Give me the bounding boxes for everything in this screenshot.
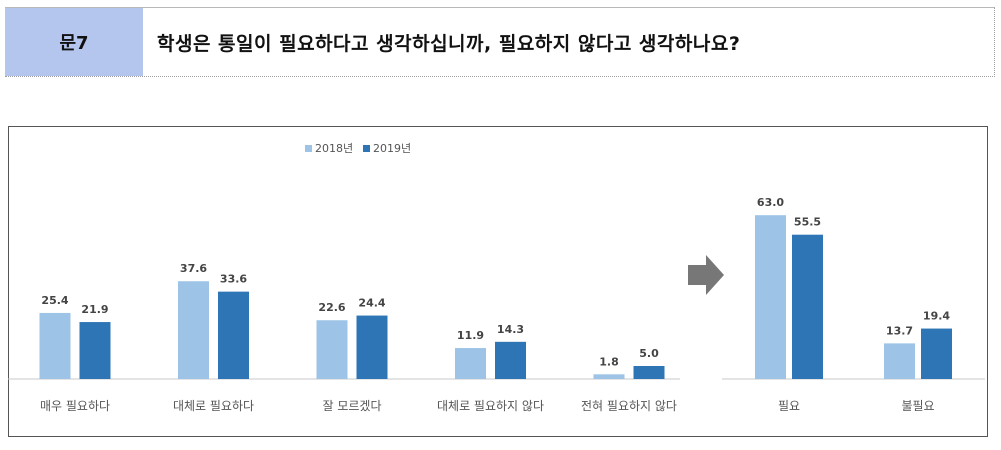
bar-0-4-1 <box>633 366 665 379</box>
data-label-0-1-1: 33.6 <box>220 273 247 286</box>
data-label-0-0-0: 25.4 <box>41 294 68 307</box>
question-bar: 문7 학생은 통일이 필요하다고 생각하십니까, 필요하지 않다고 생각하나요? <box>5 7 995 77</box>
legend-label-1: 2019년 <box>373 142 411 155</box>
x-tick-label-0-3: 대체로 필요하지 않다 <box>437 399 544 413</box>
bar-0-1-0 <box>178 281 209 379</box>
data-label-1-0-0: 63.0 <box>757 196 784 209</box>
legend-swatch-0 <box>305 145 312 152</box>
data-label-0-0-1: 21.9 <box>81 303 108 316</box>
data-label-1-1-1: 19.4 <box>923 310 950 323</box>
data-label-1-0-1: 55.5 <box>794 216 821 229</box>
chart-frame <box>8 126 988 437</box>
data-label-0-1-0: 37.6 <box>180 262 207 275</box>
bar-0-2-0 <box>316 320 348 379</box>
x-tick-label-0-0: 매우 필요하다 <box>40 399 110 413</box>
data-label-0-2-1: 24.4 <box>358 297 385 310</box>
data-label-0-3-0: 11.9 <box>457 329 484 342</box>
bar-1-0-0 <box>755 215 786 379</box>
bar-1-0-1 <box>792 234 823 379</box>
x-tick-label-1-0: 필요 <box>778 399 800 413</box>
bar-0-0-1 <box>79 322 111 379</box>
arrow-icon <box>688 255 724 295</box>
x-tick-label-0-1: 대체로 필요하다 <box>173 399 254 413</box>
bar-0-3-0 <box>455 348 486 379</box>
bar-1-1-0 <box>884 343 915 379</box>
bar-0-3-1 <box>495 341 526 379</box>
data-label-0-4-1: 5.0 <box>639 347 659 360</box>
data-label-0-2-0: 22.6 <box>318 301 345 314</box>
question-number: 문7 <box>5 8 143 76</box>
bar-0-1-1 <box>218 291 249 379</box>
x-tick-label-1-1: 불필요 <box>901 399 934 413</box>
bar-0-4-0 <box>593 374 625 379</box>
legend-label-0: 2018년 <box>315 142 353 155</box>
data-label-1-1-0: 13.7 <box>886 324 913 337</box>
bar-0-2-1 <box>356 315 388 379</box>
legend-swatch-1 <box>363 145 370 152</box>
x-tick-label-0-2: 잘 모르겠다 <box>322 399 381 413</box>
data-label-0-4-0: 1.8 <box>599 355 619 368</box>
x-tick-label-0-4: 전혀 필요하지 않다 <box>581 399 677 413</box>
bar-1-1-1 <box>921 328 952 379</box>
bar-0-0-0 <box>39 312 71 379</box>
question-text: 학생은 통일이 필요하다고 생각하십니까, 필요하지 않다고 생각하나요? <box>157 32 741 55</box>
data-label-0-3-1: 14.3 <box>497 323 524 336</box>
